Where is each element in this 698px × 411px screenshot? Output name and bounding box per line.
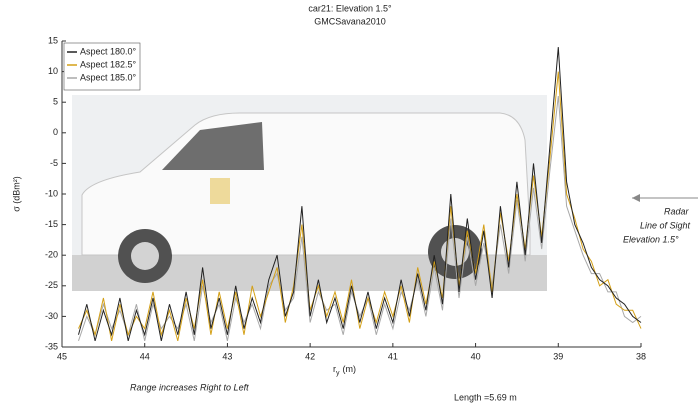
x-label-unit: (m): [343, 364, 357, 374]
y-tick-label: -10: [45, 188, 58, 198]
y-tick-label: -25: [45, 280, 58, 290]
x-tick-label: 40: [471, 351, 481, 361]
y-tick-label: -20: [45, 250, 58, 260]
x-label-main: r: [333, 364, 336, 374]
x-axis-label: ry (m): [333, 364, 356, 376]
x-tick-label: 41: [388, 351, 398, 361]
radar-arrowhead: [632, 194, 640, 202]
x-tick-label: 45: [57, 351, 67, 361]
van-window: [162, 122, 264, 170]
van-logo: [210, 178, 230, 204]
legend-label: Aspect 182.5°: [80, 59, 137, 69]
wheel-hub: [131, 242, 159, 270]
legend-label: Aspect 180.0°: [80, 46, 137, 56]
y-tick-label: -5: [50, 158, 58, 168]
series-line: [78, 71, 642, 342]
x-tick-label: 39: [553, 351, 563, 361]
y-tick-label: 5: [53, 97, 58, 107]
chart-title: car21: Elevation 1.5°: [308, 3, 392, 13]
chart-subtitle: GMCSavana2010: [314, 16, 386, 26]
legend-label: Aspect 185.0°: [80, 72, 137, 82]
radar-note: Line of Sight: [640, 220, 691, 230]
radar-note: Radar: [664, 206, 690, 216]
x-tick-label: 38: [636, 351, 646, 361]
x-tick-label: 43: [222, 351, 232, 361]
x-tick-label: 42: [305, 351, 315, 361]
y-tick-label: -30: [45, 311, 58, 321]
y-tick-label: 10: [48, 66, 58, 76]
y-tick-label: 15: [48, 35, 58, 45]
y-tick-label: -15: [45, 219, 58, 229]
range-note: Range increases Right to Left: [130, 382, 249, 392]
y-tick-label: 0: [53, 127, 58, 137]
series-line: [78, 47, 642, 342]
length-note: Length =5.69 m: [454, 392, 517, 402]
x-tick-label: 44: [140, 351, 150, 361]
radar-note: Elevation 1.5°: [623, 234, 679, 244]
background-photo: [72, 95, 547, 291]
y-tick-label: -35: [45, 341, 58, 351]
x-label-sub: y: [336, 370, 340, 377]
legend-box: [63, 42, 141, 91]
y-axis-label: σ (dBm²): [11, 176, 21, 212]
